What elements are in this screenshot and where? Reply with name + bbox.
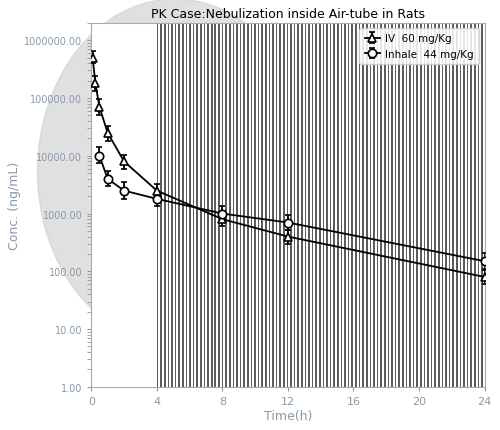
Bar bbox=[186, 24, 188, 387]
Bar bbox=[384, 24, 386, 387]
Bar bbox=[211, 24, 212, 387]
Bar bbox=[388, 24, 389, 387]
Bar bbox=[340, 24, 342, 387]
Bar bbox=[290, 24, 292, 387]
Bar bbox=[442, 24, 443, 387]
Bar bbox=[280, 24, 281, 387]
Bar bbox=[182, 24, 184, 387]
Bar bbox=[175, 24, 176, 387]
Bar bbox=[478, 24, 480, 387]
Bar bbox=[232, 24, 234, 387]
Bar bbox=[391, 24, 393, 387]
Bar bbox=[413, 24, 414, 387]
Bar bbox=[226, 24, 227, 387]
Bar bbox=[398, 24, 400, 387]
Bar bbox=[460, 24, 462, 387]
Bar bbox=[157, 24, 158, 387]
Bar bbox=[254, 24, 256, 387]
Bar bbox=[358, 24, 360, 387]
Bar bbox=[276, 24, 278, 387]
Bar bbox=[434, 24, 436, 387]
Bar bbox=[218, 24, 220, 387]
Bar bbox=[474, 24, 476, 387]
Bar bbox=[171, 24, 173, 387]
Bar bbox=[445, 24, 447, 387]
Bar bbox=[236, 24, 238, 387]
Bar bbox=[208, 24, 209, 387]
Bar bbox=[348, 24, 350, 387]
Bar bbox=[265, 24, 266, 387]
Bar bbox=[200, 24, 202, 387]
Y-axis label: Conc. (ng/mL): Conc. (ng/mL) bbox=[8, 161, 22, 249]
Bar bbox=[485, 24, 486, 387]
Bar bbox=[298, 24, 299, 387]
Bar bbox=[283, 24, 284, 387]
Bar bbox=[373, 24, 374, 387]
Bar bbox=[394, 24, 396, 387]
Bar bbox=[268, 24, 270, 387]
Bar bbox=[424, 24, 425, 387]
Bar bbox=[222, 24, 224, 387]
Legend: IV  60 mg/Kg, Inhale  44 mg/Kg: IV 60 mg/Kg, Inhale 44 mg/Kg bbox=[360, 29, 480, 64]
Bar bbox=[355, 24, 356, 387]
Bar bbox=[334, 24, 335, 387]
Bar bbox=[247, 24, 248, 387]
Bar bbox=[326, 24, 328, 387]
Bar bbox=[272, 24, 274, 387]
Bar bbox=[482, 24, 483, 387]
Bar bbox=[406, 24, 407, 387]
Bar bbox=[304, 24, 306, 387]
Bar bbox=[294, 24, 296, 387]
Bar bbox=[178, 24, 180, 387]
Bar bbox=[193, 24, 194, 387]
Bar bbox=[286, 24, 288, 387]
Bar bbox=[427, 24, 429, 387]
Bar bbox=[319, 24, 320, 387]
Bar bbox=[463, 24, 465, 387]
Bar bbox=[164, 24, 166, 387]
Bar bbox=[456, 24, 458, 387]
Bar bbox=[449, 24, 450, 387]
Bar bbox=[262, 24, 263, 387]
Bar bbox=[362, 24, 364, 387]
Bar bbox=[337, 24, 338, 387]
Bar bbox=[204, 24, 206, 387]
Bar bbox=[214, 24, 216, 387]
Bar bbox=[168, 24, 169, 387]
Bar bbox=[196, 24, 198, 387]
Bar bbox=[160, 24, 162, 387]
Bar bbox=[352, 24, 353, 387]
Bar bbox=[316, 24, 317, 387]
Bar bbox=[312, 24, 314, 387]
Bar bbox=[301, 24, 302, 387]
Bar bbox=[420, 24, 422, 387]
Bar bbox=[467, 24, 468, 387]
Bar bbox=[366, 24, 368, 387]
Bar bbox=[190, 24, 191, 387]
Bar bbox=[322, 24, 324, 387]
Bar bbox=[344, 24, 346, 387]
Bar bbox=[438, 24, 440, 387]
Bar bbox=[470, 24, 472, 387]
Bar bbox=[244, 24, 245, 387]
Bar bbox=[308, 24, 310, 387]
Bar bbox=[380, 24, 382, 387]
Bar bbox=[370, 24, 371, 387]
Bar bbox=[416, 24, 418, 387]
Bar bbox=[250, 24, 252, 387]
Bar bbox=[330, 24, 332, 387]
Bar bbox=[452, 24, 454, 387]
Bar bbox=[409, 24, 411, 387]
X-axis label: Time(h): Time(h) bbox=[264, 409, 312, 422]
Bar bbox=[431, 24, 432, 387]
Bar bbox=[402, 24, 404, 387]
Bar bbox=[229, 24, 230, 387]
Bar bbox=[376, 24, 378, 387]
Bar bbox=[240, 24, 242, 387]
Title: PK Case:Nebulization inside Air-tube in Rats: PK Case:Nebulization inside Air-tube in … bbox=[151, 8, 425, 21]
Bar bbox=[258, 24, 260, 387]
